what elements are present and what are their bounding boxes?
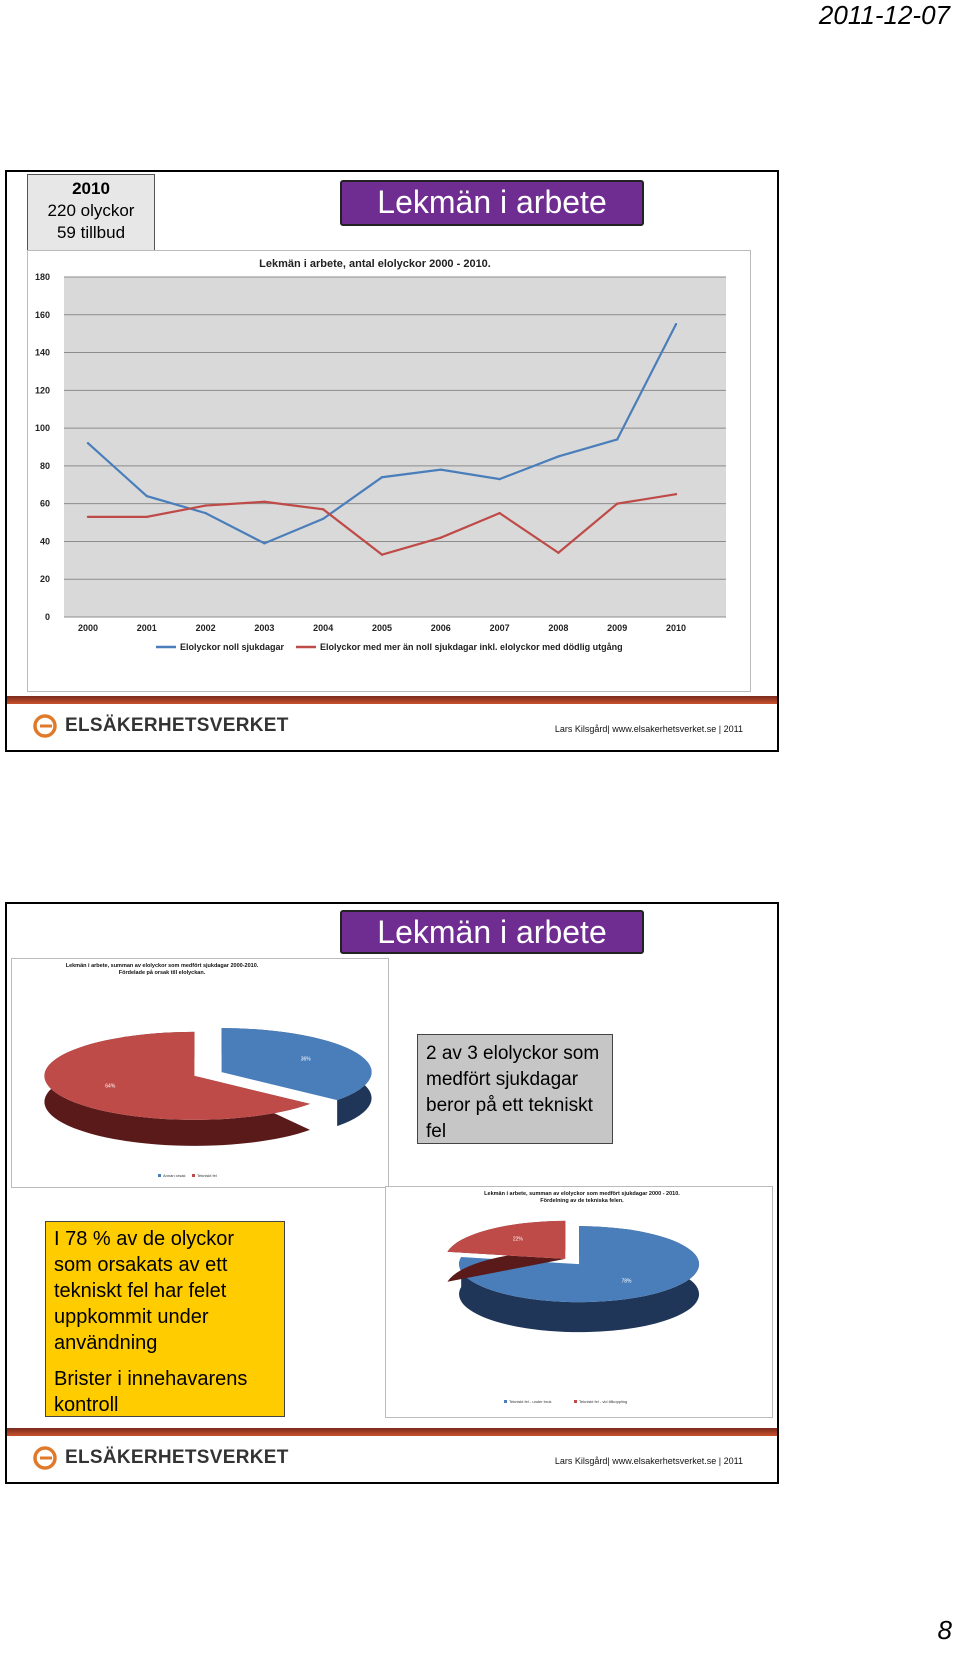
x-tick-label: 2005: [372, 623, 392, 633]
data-point: [204, 511, 207, 515]
y-tick-label: 40: [40, 536, 50, 546]
chart-title: Lekmän i arbete, antal elolyckor 2000 - …: [259, 258, 491, 270]
x-tick-label: 2007: [490, 623, 510, 633]
x-tick-label: 2002: [196, 623, 216, 633]
legend-label: Tekniskt fel: [197, 1173, 217, 1178]
legend-swatch: [574, 1400, 577, 1403]
footer: ELSÄKERHETSVERKET Lars Kilsgård| www.els…: [7, 1436, 777, 1482]
data-point: [498, 477, 501, 481]
footer-bar: [7, 696, 777, 704]
data-point: [616, 438, 619, 441]
legend-swatch: [158, 1174, 161, 1177]
line-chart: Lekmän i arbete, antal elolyckor 2000 - …: [35, 258, 726, 652]
chart-title: Lekmän i arbete, summan av elolyckor som…: [66, 963, 259, 969]
line-chart-frame: Lekmän i arbete, antal elolyckor 2000 - …: [27, 250, 751, 692]
data-point: [616, 502, 619, 505]
pie-chart-2-frame: Lekmän i arbete, summan av elolyckor som…: [385, 1186, 773, 1418]
logo-text: ELSÄKERHETSVERKET: [65, 715, 289, 736]
data-point: [263, 542, 266, 545]
logo: ELSÄKERHETSVERKET: [33, 714, 289, 738]
data-point: [439, 536, 442, 539]
pie-chart-technical-faults: Lekmän i arbete, summan av elolyckor som…: [447, 1191, 700, 1404]
footer-credit: Lars Kilsgård| www.elsakerhetsverket.se …: [554, 1456, 743, 1466]
data-point: [145, 515, 148, 519]
note-usage-text: I 78 % av de olyckor som orsakats av ett…: [54, 1228, 235, 1354]
pie-slice: [447, 1220, 566, 1259]
data-point: [439, 468, 442, 471]
page-date: 2011-12-07: [818, 0, 950, 30]
data-point: [204, 504, 207, 507]
data-label: 36%: [301, 1057, 312, 1063]
stat-year: 2010: [72, 179, 110, 198]
data-point: [380, 476, 384, 479]
footer-bar: [7, 1428, 777, 1436]
x-tick-label: 2008: [548, 623, 568, 633]
legend-swatch: [504, 1400, 507, 1403]
legend-swatch: [192, 1174, 195, 1177]
y-tick-label: 60: [40, 499, 50, 509]
note-technical-fault: 2 av 3 elolyckor som medfört sjukdagar b…: [417, 1034, 613, 1144]
data-label: 22%: [513, 1237, 524, 1243]
stat-incidents: 59 tillbud: [56, 223, 126, 242]
x-tick-label: 2009: [607, 623, 627, 633]
data-point: [380, 553, 384, 556]
pie-slice: [221, 1028, 372, 1101]
data-point: [498, 511, 501, 515]
x-tick-label: 2006: [431, 623, 451, 633]
note-usage: I 78 % av de olyckor som orsakats av ett…: [45, 1221, 285, 1417]
y-tick-label: 20: [40, 574, 50, 584]
y-tick-label: 80: [40, 461, 50, 471]
stat-box: 2010 220 olyckor 59 tillbud: [27, 174, 155, 252]
data-point: [322, 517, 325, 520]
elsakerhetsverket-logo-icon: [33, 1446, 57, 1470]
x-tick-label: 2003: [254, 623, 274, 633]
data-point: [557, 455, 560, 458]
x-tick-label: 2001: [137, 623, 157, 633]
y-tick-label: 180: [35, 272, 50, 282]
chart-subtitle: Fördelning av de tekniska felen.: [540, 1198, 624, 1204]
legend-label: Tekniskt fel - under bruk: [509, 1399, 551, 1404]
note-control-text: Brister i innehavarens kontroll: [54, 1368, 248, 1416]
data-label: 78%: [621, 1278, 632, 1284]
legend-label: Elolyckor med mer än noll sjukdagar inkl…: [320, 642, 623, 652]
y-tick-label: 100: [35, 423, 50, 433]
y-tick-label: 120: [35, 385, 50, 395]
data-point: [557, 551, 560, 554]
legend-label: Annan orsak: [163, 1173, 185, 1178]
data-point: [674, 493, 678, 496]
logo: ELSÄKERHETSVERKET: [33, 1446, 289, 1470]
x-tick-label: 2004: [313, 623, 333, 633]
data-point: [263, 500, 266, 503]
data-point: [86, 515, 90, 519]
slide-2: Lekmän i arbete Lekmän i arbete, summan …: [5, 902, 779, 1484]
data-point: [86, 442, 90, 445]
data-point: [322, 508, 325, 511]
slide-title: Lekmän i arbete: [340, 910, 644, 954]
x-tick-label: 2000: [78, 623, 98, 633]
x-tick-label: 2010: [666, 623, 686, 633]
legend-label: Tekniskt fel - vid tillkoppling: [579, 1399, 627, 1404]
y-tick-label: 160: [35, 310, 50, 320]
pie-slice: [44, 1031, 311, 1120]
data-point: [145, 494, 148, 498]
y-tick-label: 0: [45, 612, 50, 622]
pie-slice: [459, 1226, 700, 1303]
data-label: 64%: [105, 1083, 116, 1089]
elsakerhetsverket-logo-icon: [33, 714, 57, 738]
footer-credit: Lars Kilsgård| www.elsakerhetsverket.se …: [554, 724, 743, 734]
pie-chart-causes: Lekmän i arbete, summan av elolyckor som…: [44, 963, 372, 1178]
logo-text: ELSÄKERHETSVERKET: [65, 1447, 289, 1468]
plot-area: [64, 277, 726, 617]
slide-1: 2010 220 olyckor 59 tillbud Lekmän i arb…: [5, 170, 779, 752]
slide-title: Lekmän i arbete: [340, 180, 644, 226]
footer: ELSÄKERHETSVERKET Lars Kilsgård| www.els…: [7, 704, 777, 750]
chart-title: Lekmän i arbete, summan av elolyckor som…: [484, 1191, 680, 1197]
pie-chart-1-frame: Lekmän i arbete, summan av elolyckor som…: [11, 958, 389, 1188]
page-number: 8: [937, 1615, 952, 1645]
legend-label: Elolyckor noll sjukdagar: [180, 642, 285, 652]
chart-subtitle: Fördelade på orsak till elolyckan.: [119, 969, 206, 976]
data-point: [674, 323, 678, 326]
y-tick-label: 140: [35, 348, 50, 358]
stat-accidents: 220 olyckor: [47, 201, 135, 220]
